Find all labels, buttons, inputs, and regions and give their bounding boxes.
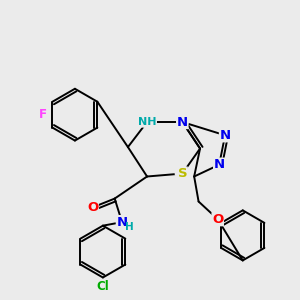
Text: O: O — [212, 213, 223, 226]
Text: NH: NH — [138, 117, 156, 127]
Text: H: H — [125, 222, 134, 233]
Text: N: N — [177, 116, 188, 128]
Text: Cl: Cl — [97, 280, 109, 293]
Ellipse shape — [220, 130, 231, 140]
Text: N: N — [214, 158, 225, 171]
Text: F: F — [38, 108, 46, 121]
Text: N: N — [116, 216, 128, 229]
Ellipse shape — [175, 169, 190, 178]
Ellipse shape — [214, 160, 225, 170]
Ellipse shape — [94, 282, 111, 291]
Ellipse shape — [138, 117, 156, 127]
Ellipse shape — [212, 214, 224, 224]
Ellipse shape — [87, 203, 98, 212]
Ellipse shape — [36, 110, 49, 119]
Ellipse shape — [177, 117, 188, 127]
Text: O: O — [87, 201, 98, 214]
Text: N: N — [220, 129, 231, 142]
Ellipse shape — [116, 218, 128, 227]
Text: S: S — [178, 167, 187, 180]
